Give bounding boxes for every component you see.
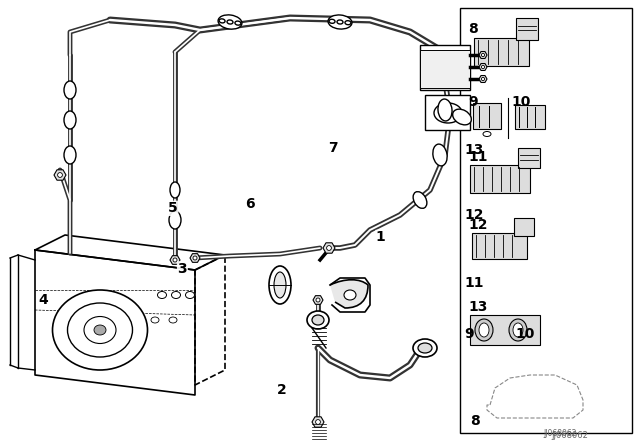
Ellipse shape — [170, 182, 180, 198]
Ellipse shape — [169, 211, 181, 229]
Ellipse shape — [481, 78, 484, 81]
Text: 11: 11 — [468, 150, 488, 164]
Ellipse shape — [481, 53, 484, 56]
Ellipse shape — [173, 258, 177, 262]
Text: 3: 3 — [177, 262, 188, 276]
Bar — [420, 50, 470, 88]
Ellipse shape — [329, 19, 335, 23]
Polygon shape — [479, 76, 487, 82]
Text: 13: 13 — [464, 143, 483, 157]
Bar — [470, 165, 530, 193]
Text: 10: 10 — [511, 95, 531, 109]
Polygon shape — [479, 64, 487, 70]
Ellipse shape — [509, 319, 527, 341]
Polygon shape — [323, 243, 335, 253]
Ellipse shape — [227, 20, 233, 24]
Text: 9: 9 — [468, 95, 477, 109]
Ellipse shape — [434, 103, 462, 123]
Ellipse shape — [94, 325, 106, 335]
Ellipse shape — [58, 172, 63, 177]
Ellipse shape — [413, 192, 427, 208]
Bar — [515, 105, 545, 129]
Text: 8: 8 — [468, 22, 477, 36]
Ellipse shape — [328, 15, 352, 29]
Text: 8: 8 — [470, 414, 480, 428]
Text: 13: 13 — [468, 300, 488, 314]
Ellipse shape — [479, 323, 489, 337]
Bar — [516, 18, 538, 40]
Ellipse shape — [274, 272, 286, 298]
Ellipse shape — [172, 292, 180, 298]
Ellipse shape — [483, 132, 491, 137]
Polygon shape — [190, 254, 200, 263]
Ellipse shape — [475, 319, 493, 341]
Ellipse shape — [186, 292, 195, 298]
Ellipse shape — [193, 256, 197, 260]
Ellipse shape — [316, 420, 321, 424]
Ellipse shape — [481, 65, 484, 69]
Text: 4: 4 — [38, 293, 49, 307]
Ellipse shape — [433, 144, 447, 166]
Ellipse shape — [413, 339, 437, 357]
Polygon shape — [170, 256, 180, 264]
Ellipse shape — [52, 290, 147, 370]
Ellipse shape — [84, 316, 116, 344]
Bar — [474, 38, 529, 66]
Polygon shape — [54, 170, 66, 180]
Bar — [518, 148, 540, 168]
Ellipse shape — [157, 292, 166, 298]
Ellipse shape — [307, 311, 329, 329]
Bar — [473, 103, 501, 129]
Ellipse shape — [218, 15, 242, 29]
Ellipse shape — [64, 111, 76, 129]
Ellipse shape — [64, 81, 76, 99]
Ellipse shape — [67, 303, 132, 357]
Text: 11: 11 — [464, 276, 483, 289]
Text: 12: 12 — [464, 208, 483, 222]
Polygon shape — [313, 296, 323, 304]
Ellipse shape — [345, 21, 351, 25]
Text: JJ068062: JJ068062 — [543, 429, 577, 438]
Text: JJ068062: JJ068062 — [552, 431, 588, 440]
PathPatch shape — [330, 280, 368, 308]
Polygon shape — [479, 52, 487, 59]
Bar — [420, 45, 470, 90]
Ellipse shape — [219, 19, 225, 23]
Ellipse shape — [169, 317, 177, 323]
Text: 2: 2 — [276, 383, 287, 397]
Text: 9: 9 — [464, 327, 474, 341]
Bar — [472, 233, 527, 259]
Text: 5: 5 — [168, 201, 178, 215]
Ellipse shape — [418, 343, 432, 353]
Ellipse shape — [64, 146, 76, 164]
Text: 12: 12 — [468, 218, 488, 232]
Text: 10: 10 — [515, 327, 534, 341]
Ellipse shape — [344, 290, 356, 300]
Text: 1: 1 — [376, 230, 386, 245]
Ellipse shape — [513, 323, 523, 337]
Bar — [470, 315, 540, 345]
Ellipse shape — [316, 298, 320, 302]
Ellipse shape — [312, 315, 324, 325]
Ellipse shape — [326, 246, 332, 250]
Ellipse shape — [438, 99, 452, 121]
Bar — [460, 8, 632, 433]
Ellipse shape — [151, 317, 159, 323]
Text: 6: 6 — [244, 197, 255, 211]
Ellipse shape — [269, 266, 291, 304]
Ellipse shape — [235, 21, 241, 25]
Text: 7: 7 — [328, 141, 338, 155]
Ellipse shape — [337, 20, 343, 24]
Bar — [514, 218, 534, 236]
Ellipse shape — [452, 109, 471, 125]
Bar — [425, 95, 470, 130]
Polygon shape — [312, 417, 324, 427]
